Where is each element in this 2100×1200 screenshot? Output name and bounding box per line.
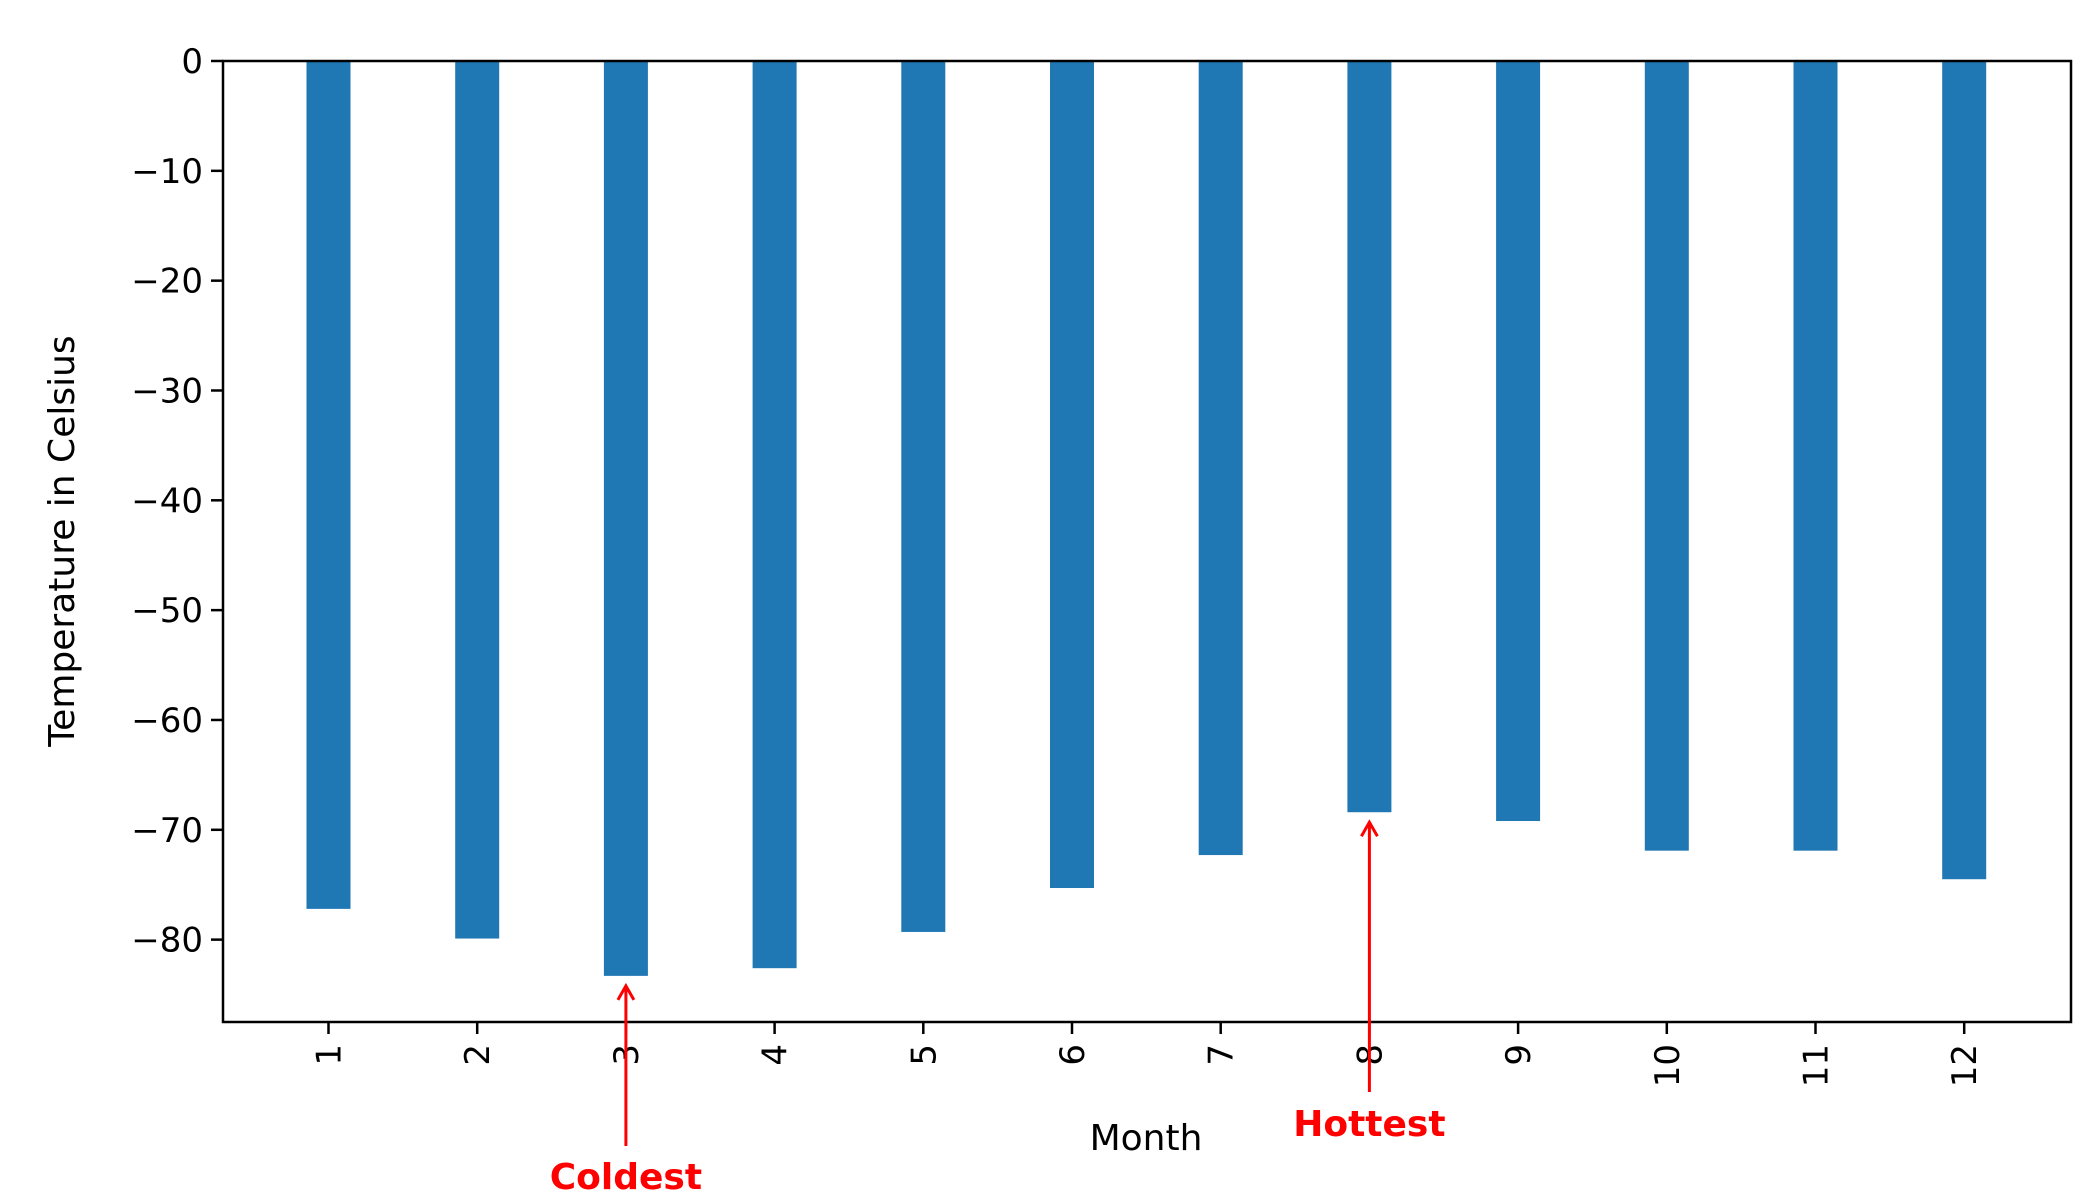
- x-tick-label: 2: [458, 1044, 498, 1066]
- bar-month-12: [1942, 61, 1987, 880]
- y-tick-label: −80: [131, 921, 203, 961]
- y-axis-ticks: 0 −10 −20 −30 −40 −50 −60 −70 −80: [131, 42, 223, 961]
- y-axis-label: Temperature in Celsius: [42, 335, 83, 747]
- bar-month-8: [1347, 61, 1392, 813]
- plot-frame: [221, 59, 2073, 1024]
- bar-month-4: [752, 61, 797, 969]
- x-tick-label: 11: [1797, 1044, 1837, 1087]
- bar-month-3: [603, 61, 648, 976]
- axes: [221, 59, 2073, 1024]
- x-tick-label: 10: [1648, 1044, 1688, 1087]
- bars: [306, 61, 1987, 976]
- y-tick-label: −20: [131, 262, 203, 302]
- y-tick-label: −30: [131, 371, 203, 411]
- x-tick-label: 1: [310, 1044, 350, 1066]
- bar-month-6: [1050, 61, 1094, 889]
- y-tick-label: −60: [131, 701, 203, 741]
- y-tick-label: −50: [131, 591, 203, 631]
- coldest-label: Coldest: [550, 1157, 702, 1198]
- x-tick-label: 6: [1053, 1044, 1093, 1066]
- y-tick-label: −10: [131, 152, 203, 192]
- hottest-arrowhead: [1360, 819, 1379, 837]
- hottest-label: Hottest: [1293, 1104, 1445, 1145]
- bar-month-1: [306, 61, 351, 909]
- x-axis-label: Month: [1090, 1118, 1203, 1159]
- y-tick-label: −40: [131, 481, 203, 521]
- bar-month-11: [1793, 61, 1838, 851]
- x-tick-label: 9: [1499, 1044, 1539, 1066]
- coldest-arrowhead: [616, 982, 636, 1001]
- bar-month-9: [1496, 61, 1541, 822]
- x-tick-label: 4: [756, 1044, 796, 1066]
- annotations: Coldest Hottest: [550, 819, 1446, 1198]
- x-tick-label: 12: [1945, 1044, 1985, 1087]
- bar-month-10: [1644, 61, 1689, 851]
- y-tick-label: −70: [131, 811, 203, 851]
- x-tick-label: 5: [904, 1044, 944, 1066]
- bar-month-7: [1198, 61, 1243, 856]
- x-axis-ticks: 123456789101112: [310, 1022, 1985, 1087]
- y-tick-label: 0: [181, 42, 203, 82]
- bar-month-2: [455, 61, 500, 939]
- bar-month-5: [901, 61, 946, 932]
- x-tick-label: 7: [1202, 1044, 1242, 1066]
